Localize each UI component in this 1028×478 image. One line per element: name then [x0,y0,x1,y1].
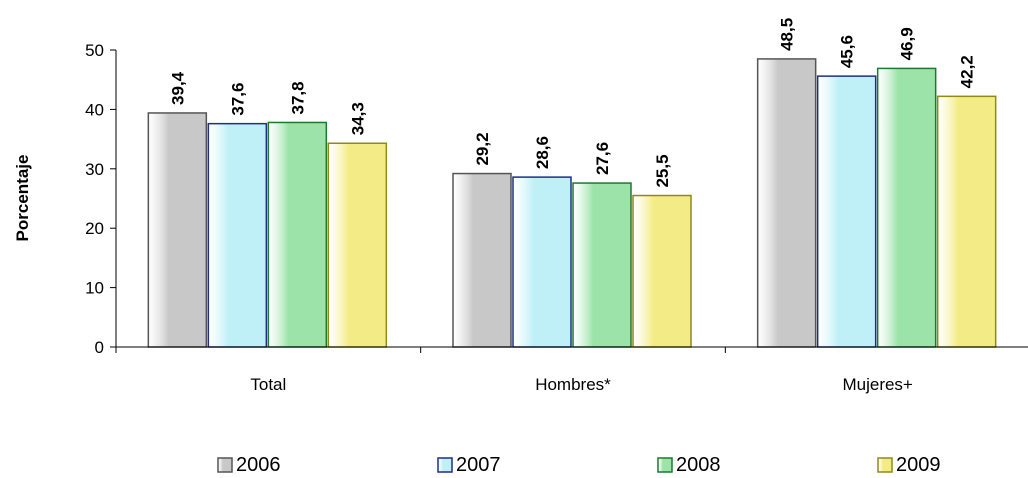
bar [512,176,572,348]
legend-item: 2008 [657,454,721,476]
legend-item: 2007 [437,454,501,476]
bar [572,182,632,348]
data-label: 39,4 [168,71,187,105]
bar [452,172,512,348]
bar [327,142,388,348]
legend-item: 2009 [877,454,941,476]
bar [267,121,328,348]
x-axis: Total Hombres* Mujeres+ [115,346,1028,394]
data-label: 34,3 [348,102,367,135]
data-label: 42,2 [958,55,977,88]
y-axis: 0 10 20 30 40 50 [85,41,117,357]
legend-label: 2007 [456,454,501,476]
data-label: 37,6 [228,83,247,116]
legend-swatch [877,457,893,473]
data-label: 25,5 [653,154,672,187]
bar [876,67,937,348]
legend-item: 2006 [217,454,281,476]
data-label: 28,6 [533,136,552,169]
bar [936,95,997,348]
legend-label: 2006 [236,454,281,476]
data-label: 29,2 [473,132,492,165]
data-label: 45,6 [838,35,857,68]
data-label: 27,6 [593,142,612,175]
x-category-label: Total [250,375,286,394]
y-tick-label: 20 [85,219,104,238]
bar [207,122,268,348]
legend: 2006 2007 2008 2009 [217,454,941,476]
legend-swatch [437,457,453,473]
y-axis-label: Porcentaje [13,155,32,242]
y-tick-label: 10 [85,279,104,298]
data-label: 46,9 [898,27,917,60]
x-category-label: Hombres* [535,375,611,394]
y-tick-label: 50 [85,41,104,60]
x-category-label: Mujeres+ [842,375,912,394]
legend-swatch [217,457,233,473]
bar [816,75,877,348]
bar [756,58,817,348]
data-label: 48,5 [778,18,797,51]
y-tick-label: 40 [85,100,104,119]
y-tick-label: 30 [85,160,104,179]
legend-label: 2009 [896,454,941,476]
legend-label: 2008 [676,454,721,476]
legend-swatch [657,457,673,473]
y-tick-label: 0 [95,338,104,357]
data-label: 37,8 [288,81,307,114]
bar [632,194,692,348]
bar [147,112,208,348]
bars: 39,4 37,6 37,8 34,3 29,2 28,6 27,6 25,5 48,5 45,6… [147,18,997,348]
